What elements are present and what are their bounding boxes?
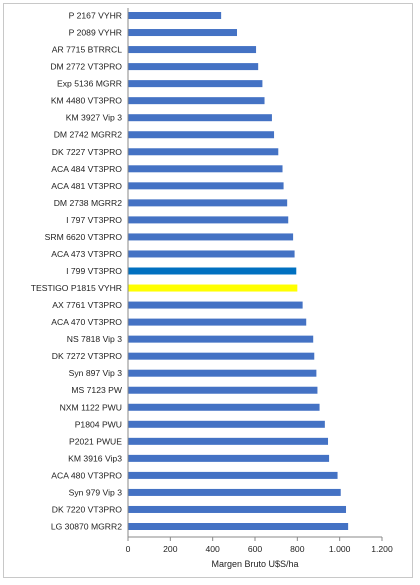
category-label: DM 2772 VT3PRO (50, 62, 122, 72)
category-label: LG 30870 MGRR2 (51, 522, 122, 532)
category-label: KM 4480 VT3PRO (51, 96, 122, 106)
bar-8 (128, 148, 279, 156)
bar-28 (128, 488, 341, 496)
x-axis-title: Margen Bruto U$S/ha (211, 559, 298, 569)
category-label: DM 2742 MGRR2 (54, 130, 123, 140)
x-tick-label: 1.000 (329, 544, 351, 554)
bar-29 (128, 505, 347, 513)
category-label: TESTIGO P1815 VYHR (31, 283, 122, 293)
x-tick-label: 200 (163, 544, 178, 554)
x-tick-label: 600 (248, 544, 263, 554)
bar-18 (128, 318, 307, 326)
bar-4 (128, 80, 263, 88)
category-label: I 797 VT3PRO (66, 215, 122, 225)
x-axis-ticks: 0 200 400 600 800 1.000 1.200 (126, 537, 393, 554)
bar-21 (128, 369, 317, 377)
bar-12 (128, 216, 289, 224)
x-tick-label: 1.200 (371, 544, 393, 554)
category-label: DK 7220 VT3PRO (52, 504, 123, 514)
category-label: P 2089 VYHR (69, 28, 122, 38)
bar-11 (128, 199, 288, 207)
category-label: ACA 470 VT3PRO (51, 317, 122, 327)
bar-24 (128, 420, 325, 428)
chart-frame: P 2167 VYHR P 2089 VYHR AR 7715 BTRRCL DM 2… (3, 3, 413, 578)
category-label: AX 7761 VT3PRO (52, 300, 122, 310)
bar-9 (128, 165, 283, 173)
bar-13 (128, 233, 294, 241)
category-label: P 2167 VYHR (69, 11, 122, 21)
category-label: NXM 1122 PWU (60, 402, 122, 412)
bar-23 (128, 403, 320, 411)
category-label: AR 7715 BTRRCL (52, 45, 122, 55)
category-label: SRM 6620 VT3PRO (45, 232, 123, 242)
margen-bruto-bar-chart: P 2167 VYHR P 2089 VYHR AR 7715 BTRRCL DM 2… (31, 8, 393, 569)
category-label: I 799 VT3PRO (66, 266, 122, 276)
category-label: KM 3927 Vip 3 (66, 113, 122, 123)
bar-15 (128, 267, 297, 275)
bar-7 (128, 131, 275, 139)
bar-20 (128, 352, 315, 360)
category-label: ACA 473 VT3PRO (51, 249, 122, 259)
category-label: KM 3916 Vip3 (68, 453, 122, 463)
category-label: P1804 PWU (75, 419, 122, 429)
bars-group (128, 12, 349, 530)
category-label: Syn 979 Vip 3 (69, 487, 123, 497)
bar-14 (128, 250, 295, 258)
category-label: P2021 PWUE (69, 436, 122, 446)
category-label: ACA 481 VT3PRO (51, 181, 122, 191)
bar-30 (128, 523, 349, 530)
x-tick-label: 400 (205, 544, 220, 554)
bar-10 (128, 182, 284, 190)
bar-17 (128, 301, 303, 309)
category-label: ACA 484 VT3PRO (51, 164, 122, 174)
x-tick-label: 0 (126, 544, 131, 554)
category-label: Exp 5136 MGRR (57, 79, 122, 89)
category-label: DK 7227 VT3PRO (52, 147, 123, 157)
bar-1 (128, 29, 238, 37)
bar-3 (128, 63, 259, 71)
bar-0 (128, 12, 222, 19)
category-label: MS 7123 PW (71, 385, 123, 395)
category-label: DM 2738 MGRR2 (54, 198, 123, 208)
bar-5 (128, 97, 265, 105)
bar-27 (128, 471, 338, 479)
category-label: DK 7272 VT3PRO (52, 351, 123, 361)
bar-25 (128, 437, 329, 445)
bar-26 (128, 454, 330, 462)
category-label: Syn 897 Vip 3 (69, 368, 123, 378)
bar-19 (128, 335, 314, 343)
bar-22 (128, 386, 318, 394)
category-label: ACA 480 VT3PRO (51, 470, 122, 480)
x-tick-label: 800 (290, 544, 305, 554)
bar-16 (128, 284, 298, 292)
category-label: NS 7818 Vip 3 (67, 334, 122, 344)
category-labels: P 2167 VYHR P 2089 VYHR AR 7715 BTRRCL DM 2… (31, 11, 123, 532)
bar-2 (128, 46, 257, 54)
bar-6 (128, 114, 272, 122)
